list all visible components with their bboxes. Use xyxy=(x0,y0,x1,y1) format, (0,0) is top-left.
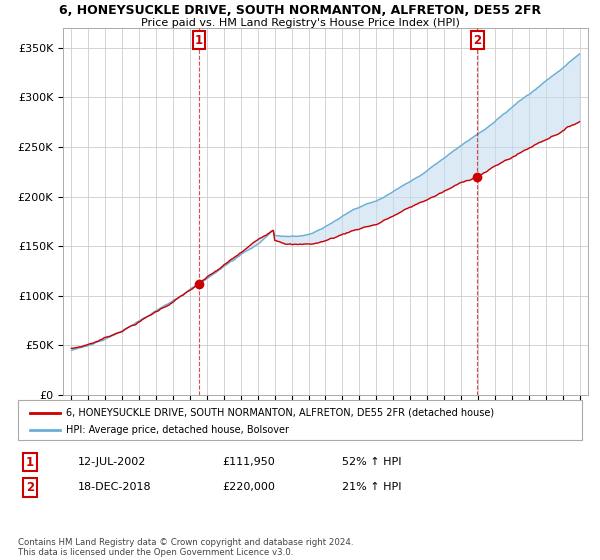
Text: 6, HONEYSUCKLE DRIVE, SOUTH NORMANTON, ALFRETON, DE55 2FR: 6, HONEYSUCKLE DRIVE, SOUTH NORMANTON, A… xyxy=(59,4,541,17)
Text: 1: 1 xyxy=(26,455,34,469)
Text: 1: 1 xyxy=(195,34,203,46)
Text: 12-JUL-2002: 12-JUL-2002 xyxy=(78,457,146,467)
Text: Price paid vs. HM Land Registry's House Price Index (HPI): Price paid vs. HM Land Registry's House … xyxy=(140,18,460,28)
Text: HPI: Average price, detached house, Bolsover: HPI: Average price, detached house, Bols… xyxy=(66,424,289,435)
Text: 6, HONEYSUCKLE DRIVE, SOUTH NORMANTON, ALFRETON, DE55 2FR (detached house): 6, HONEYSUCKLE DRIVE, SOUTH NORMANTON, A… xyxy=(66,408,494,418)
Text: 52% ↑ HPI: 52% ↑ HPI xyxy=(342,457,401,467)
Text: £111,950: £111,950 xyxy=(222,457,275,467)
Text: Contains HM Land Registry data © Crown copyright and database right 2024.
This d: Contains HM Land Registry data © Crown c… xyxy=(18,538,353,557)
Text: 21% ↑ HPI: 21% ↑ HPI xyxy=(342,482,401,492)
Text: 2: 2 xyxy=(473,34,481,46)
Text: 2: 2 xyxy=(26,480,34,494)
Text: 18-DEC-2018: 18-DEC-2018 xyxy=(78,482,152,492)
Text: £220,000: £220,000 xyxy=(222,482,275,492)
